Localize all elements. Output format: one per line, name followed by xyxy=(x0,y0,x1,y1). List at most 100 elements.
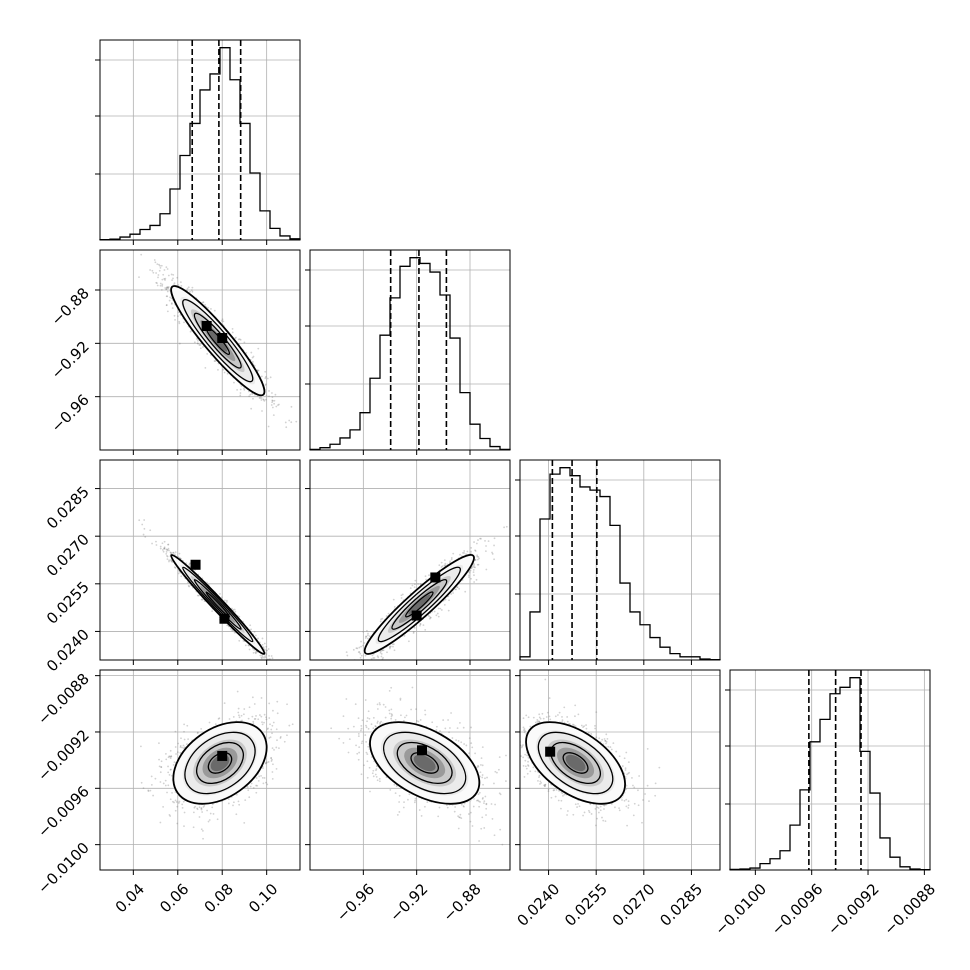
sample-point xyxy=(159,282,162,285)
sample-point xyxy=(155,272,158,274)
sample-point xyxy=(162,805,165,808)
sample-point xyxy=(156,284,159,287)
sample-point xyxy=(142,533,145,536)
sample-point xyxy=(143,527,146,530)
sample-point xyxy=(271,399,274,402)
panel-1-1 xyxy=(305,249,511,451)
sample-point xyxy=(168,299,171,302)
sample-point xyxy=(362,667,364,669)
sample-point xyxy=(265,649,268,652)
sample-point xyxy=(141,523,144,526)
contour-line xyxy=(193,579,242,630)
sample-point xyxy=(360,645,362,648)
sample-point xyxy=(155,540,157,543)
sample-point xyxy=(367,663,369,665)
sample-point xyxy=(263,642,266,645)
sample-point xyxy=(177,311,180,314)
sample-point xyxy=(351,665,353,667)
sample-point xyxy=(353,663,355,665)
sample-point xyxy=(166,286,168,289)
sample-point xyxy=(269,661,271,663)
sample-point xyxy=(180,575,183,578)
sample-point xyxy=(425,578,428,581)
sample-point xyxy=(118,227,120,229)
sample-point xyxy=(158,269,161,272)
sample-point xyxy=(249,624,252,627)
sample-point xyxy=(259,654,262,657)
sample-point xyxy=(140,253,143,256)
sample-point xyxy=(428,617,431,620)
sample-point xyxy=(200,807,203,810)
sample-point xyxy=(159,547,162,550)
sample-point xyxy=(167,286,170,288)
sample-point xyxy=(412,632,415,634)
sample-point xyxy=(221,318,224,321)
sample-point xyxy=(476,555,479,558)
sample-point xyxy=(477,539,479,541)
sample-point xyxy=(138,276,140,278)
sample-point xyxy=(172,273,175,276)
sample-point xyxy=(414,579,417,582)
sample-point xyxy=(409,587,412,590)
sample-point xyxy=(467,576,470,579)
sample-point xyxy=(257,637,259,640)
sample-point xyxy=(467,574,470,577)
sample-point xyxy=(192,811,195,814)
sample-point xyxy=(347,663,349,665)
sample-point xyxy=(382,656,384,659)
sample-point xyxy=(157,276,159,279)
sample-point xyxy=(413,586,416,589)
sample-point xyxy=(470,577,472,580)
sample-point xyxy=(253,630,256,633)
sample-point xyxy=(265,649,268,652)
sample-point xyxy=(260,399,263,401)
sample-point xyxy=(273,399,276,402)
sample-point xyxy=(454,588,457,591)
sample-point xyxy=(474,566,476,569)
sample-point xyxy=(156,282,158,285)
sample-point xyxy=(226,599,228,602)
panel-3-3 xyxy=(725,669,931,871)
histogram-step xyxy=(519,467,721,661)
sample-point xyxy=(173,801,175,804)
sample-point xyxy=(400,597,403,599)
sample-point xyxy=(196,338,198,340)
sample-point xyxy=(440,566,443,569)
sample-point xyxy=(235,336,237,339)
sample-point xyxy=(164,287,167,289)
sample-point xyxy=(156,263,159,266)
sample-point xyxy=(177,315,179,317)
sample-point xyxy=(202,346,204,348)
sample-point xyxy=(169,551,172,554)
sample-point xyxy=(189,330,192,333)
sample-point xyxy=(236,690,239,693)
sample-point xyxy=(261,655,264,658)
sample-point xyxy=(359,661,361,663)
sample-point xyxy=(377,656,380,659)
sample-point xyxy=(170,755,173,758)
sample-point xyxy=(352,664,354,666)
sample-point xyxy=(231,327,234,330)
sample-point xyxy=(144,535,147,538)
sample-point xyxy=(271,399,274,402)
sample-point xyxy=(167,286,169,289)
sample-point xyxy=(259,397,262,399)
sample-point xyxy=(196,342,199,345)
sample-point xyxy=(240,385,243,387)
sample-point xyxy=(155,544,158,546)
sample-point xyxy=(334,682,336,684)
sample-point xyxy=(413,583,416,586)
sample-point xyxy=(412,630,415,633)
sample-point xyxy=(271,724,274,727)
sample-point xyxy=(268,654,270,657)
sample-point xyxy=(344,673,346,675)
sample-point xyxy=(254,634,257,637)
sample-point xyxy=(179,745,182,747)
sample-point xyxy=(275,664,277,666)
sample-point xyxy=(163,278,166,280)
sample-point xyxy=(444,562,447,565)
sample-point xyxy=(163,547,166,550)
sample-point xyxy=(392,643,395,646)
sample-point xyxy=(474,550,477,552)
sample-point xyxy=(466,550,469,553)
